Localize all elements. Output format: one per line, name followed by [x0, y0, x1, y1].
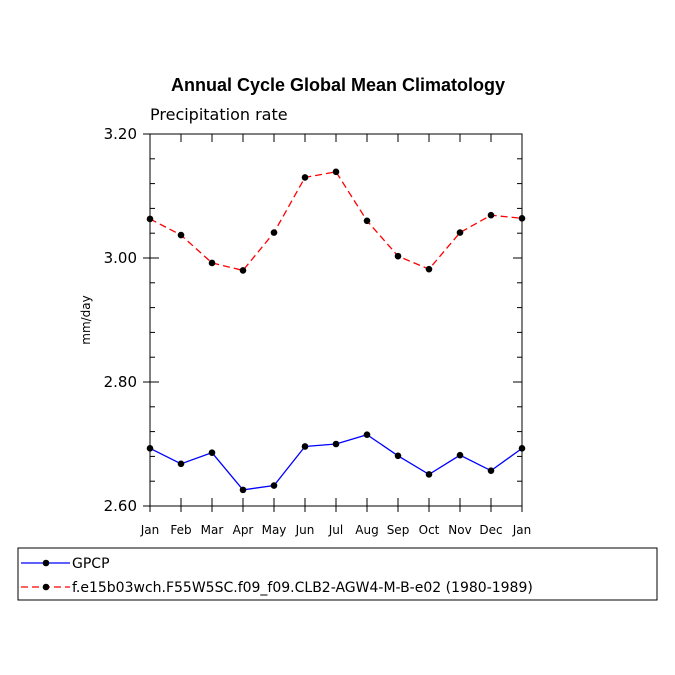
y-tick-label: 2.80 — [104, 373, 137, 391]
data-point — [487, 467, 495, 474]
x-tick-label: Dec — [479, 523, 502, 537]
x-axis: Jan Feb Mar Apr May Jun Jul Aug Sep Oct Nov Dec Jan — [140, 134, 532, 537]
plot-frame — [149, 133, 523, 507]
x-tick-label: Mar — [201, 523, 224, 537]
data-point — [363, 217, 371, 225]
data-point — [177, 460, 185, 468]
legend-label: GPCP — [72, 556, 110, 572]
data-point — [394, 452, 402, 460]
y-axis-label: mm/day — [79, 295, 93, 345]
chart-subtitle: Precipitation rate — [150, 105, 288, 124]
x-tick-label: Aug — [355, 523, 378, 537]
x-tick-label: Jan — [512, 523, 532, 537]
series-line-1 — [149, 171, 523, 272]
x-tick-label: Sep — [387, 523, 410, 537]
data-point — [456, 451, 464, 459]
data-point — [487, 211, 495, 219]
data-point — [270, 482, 278, 489]
data-point — [518, 445, 526, 452]
x-tick-label: Jul — [328, 523, 343, 537]
x-tick-label: Apr — [233, 523, 254, 537]
data-point — [425, 471, 433, 478]
y-tick-label: 2.60 — [104, 497, 137, 515]
data-point — [146, 445, 154, 452]
y-tick-label: 3.00 — [104, 249, 137, 267]
x-tick-label: Oct — [419, 523, 440, 537]
legend-box — [17, 547, 658, 601]
legend-swatch-marker — [42, 583, 50, 591]
data-point — [456, 229, 464, 236]
data-point — [332, 168, 340, 176]
data-point — [394, 252, 402, 260]
series-layer — [146, 168, 526, 494]
x-tick-label: Nov — [448, 523, 471, 537]
legend: GPCP f.e15b03wch.F55W5SC.f09_f09.CLB2-AGW… — [17, 547, 658, 601]
legend-swatch-marker — [42, 559, 50, 567]
data-point — [239, 486, 247, 494]
x-tick-label: Jan — [140, 523, 160, 537]
chart-title: Annual Cycle Global Mean Climatology — [171, 75, 505, 95]
data-point — [363, 431, 371, 439]
x-tick-label: May — [262, 523, 287, 537]
data-point — [301, 174, 309, 181]
data-point — [177, 231, 185, 239]
x-tick-label: Feb — [170, 523, 191, 537]
data-point — [301, 443, 309, 450]
data-point — [332, 440, 340, 448]
y-axis: 2.60 2.80 3.00 3.20 — [104, 125, 522, 515]
data-point — [208, 449, 216, 456]
data-point — [239, 267, 247, 274]
data-point — [518, 215, 526, 222]
y-tick-label: 3.20 — [104, 125, 137, 143]
data-point — [208, 259, 216, 267]
data-point — [146, 215, 154, 223]
legend-label: f.e15b03wch.F55W5SC.f09_f09.CLB2-AGW4-M-… — [72, 580, 533, 596]
data-point — [425, 265, 433, 273]
x-tick-label: Jun — [295, 523, 315, 537]
data-point — [270, 229, 278, 236]
